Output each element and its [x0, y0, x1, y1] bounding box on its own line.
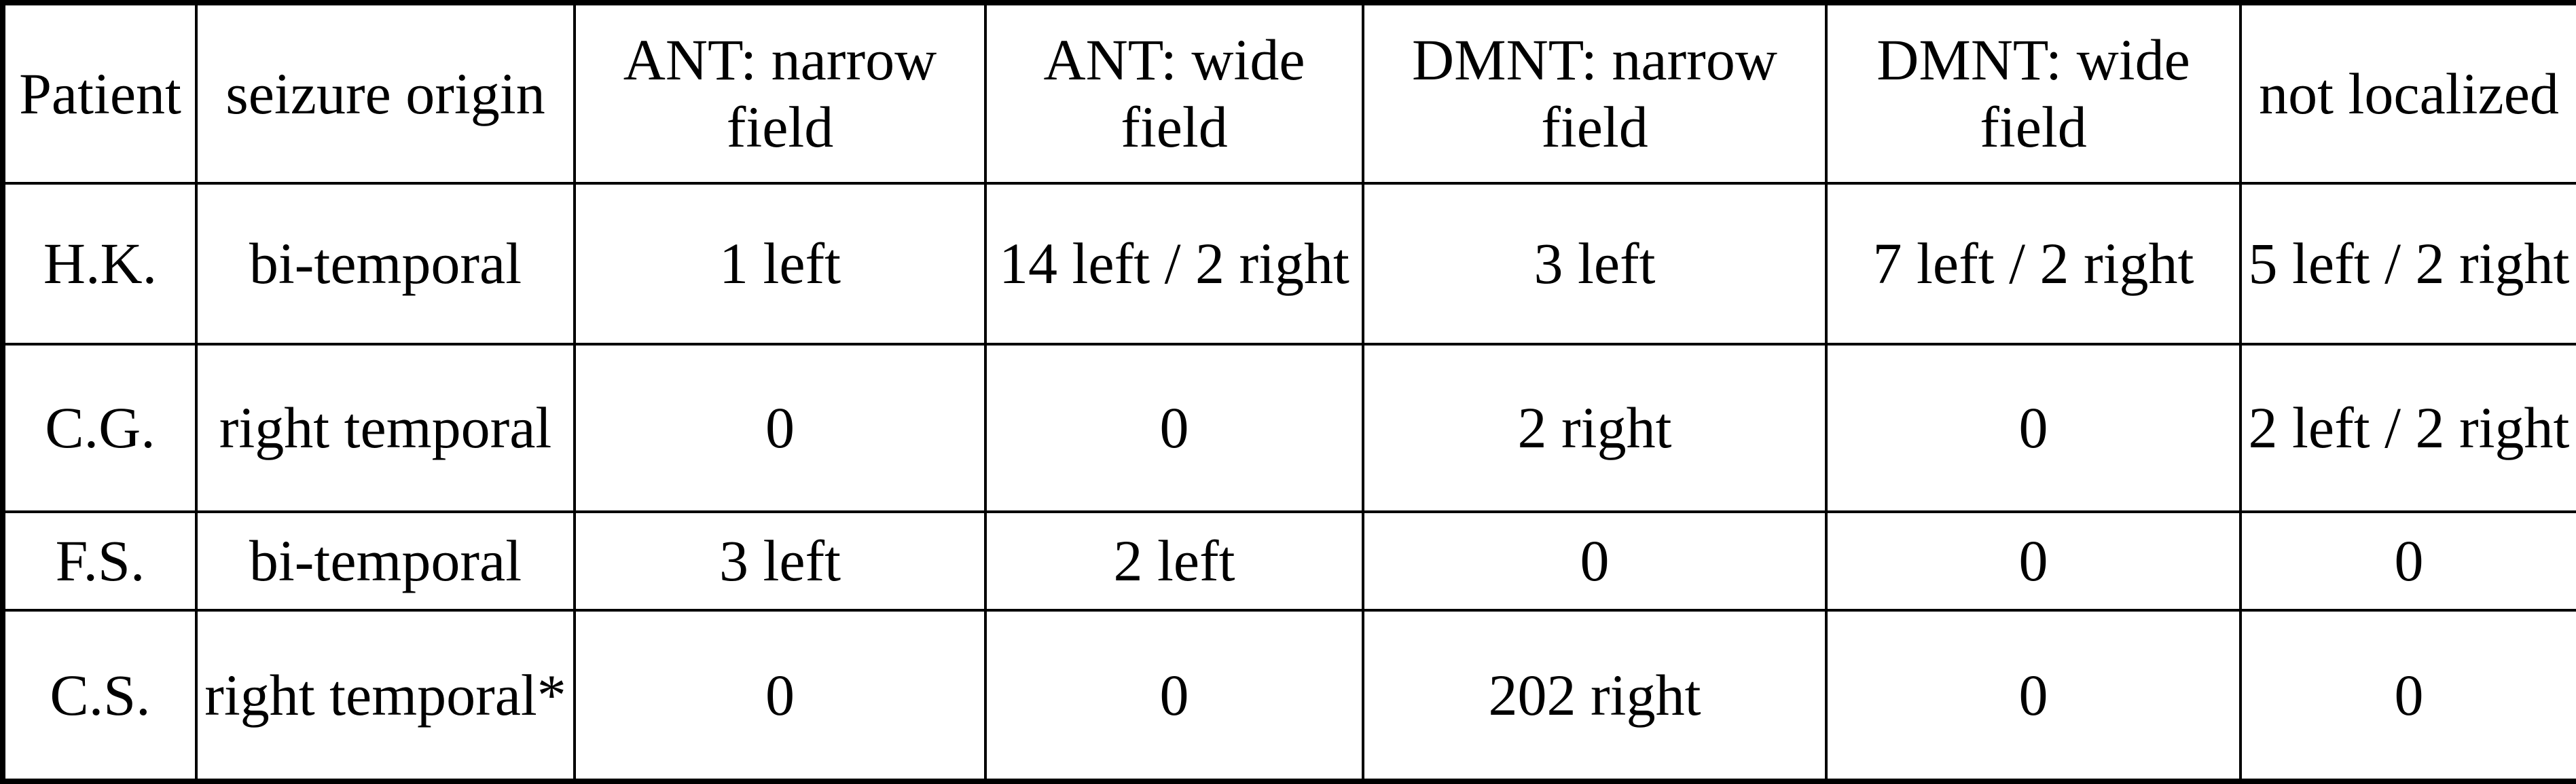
table-cell: bi-temporal	[195, 510, 576, 612]
table-cell: 1 left	[573, 182, 987, 346]
table-cell: 0	[573, 609, 987, 783]
header-cell: ANT: wide field	[984, 1, 1364, 185]
header-cell: not localized	[2239, 1, 2576, 185]
table-cell: H.K.	[1, 182, 198, 346]
table-row: C.G. right temporal 0 0 2 right 0 2 left…	[1, 343, 2576, 513]
header-cell: seizure origin	[195, 1, 576, 185]
header-cell: ANT: narrow field	[573, 1, 987, 185]
table-row: C.S. right temporal* 0 0 202 right 0 0	[1, 609, 2576, 783]
table-cell: C.G.	[1, 343, 198, 513]
table-cell: 2 left	[984, 510, 1364, 612]
table-row: F.S. bi-temporal 3 left 2 left 0 0 0	[1, 510, 2576, 612]
table-cell: 0	[1825, 510, 2242, 612]
table-cell: 3 left	[1362, 182, 1828, 346]
table-cell: C.S.	[1, 609, 198, 783]
header-row: Patient seizure origin ANT: narrow field…	[1, 1, 2576, 185]
table-cell: F.S.	[1, 510, 198, 612]
table-row: H.K. bi-temporal 1 left 14 left / 2 righ…	[1, 182, 2576, 346]
table-cell: 14 left / 2 right	[984, 182, 1364, 346]
header-cell: DMNT: narrow field	[1362, 1, 1828, 185]
table-cell: bi-temporal	[195, 182, 576, 346]
table-cell: 0	[1825, 609, 2242, 783]
table-cell: 0	[984, 609, 1364, 783]
table-cell: 0	[2239, 609, 2576, 783]
table-cell: 202 right	[1362, 609, 1828, 783]
table-cell: 2 right	[1362, 343, 1828, 513]
table-cell: right temporal	[195, 343, 576, 513]
table-cell: 0	[1825, 343, 2242, 513]
table-cell: 7 left / 2 right	[1825, 182, 2242, 346]
header-cell: Patient	[1, 1, 198, 185]
table-cell: 0	[2239, 510, 2576, 612]
table-cell: 5 left / 2 right	[2239, 182, 2576, 346]
table-cell: 0	[573, 343, 987, 513]
table-cell: 0	[984, 343, 1364, 513]
table-cell: 0	[1362, 510, 1828, 612]
table-cell: right temporal*	[195, 609, 576, 783]
header-cell: DMNT: wide field	[1825, 1, 2242, 185]
table-cell: 2 left / 2 right	[2239, 343, 2576, 513]
table-cell: 3 left	[573, 510, 987, 612]
